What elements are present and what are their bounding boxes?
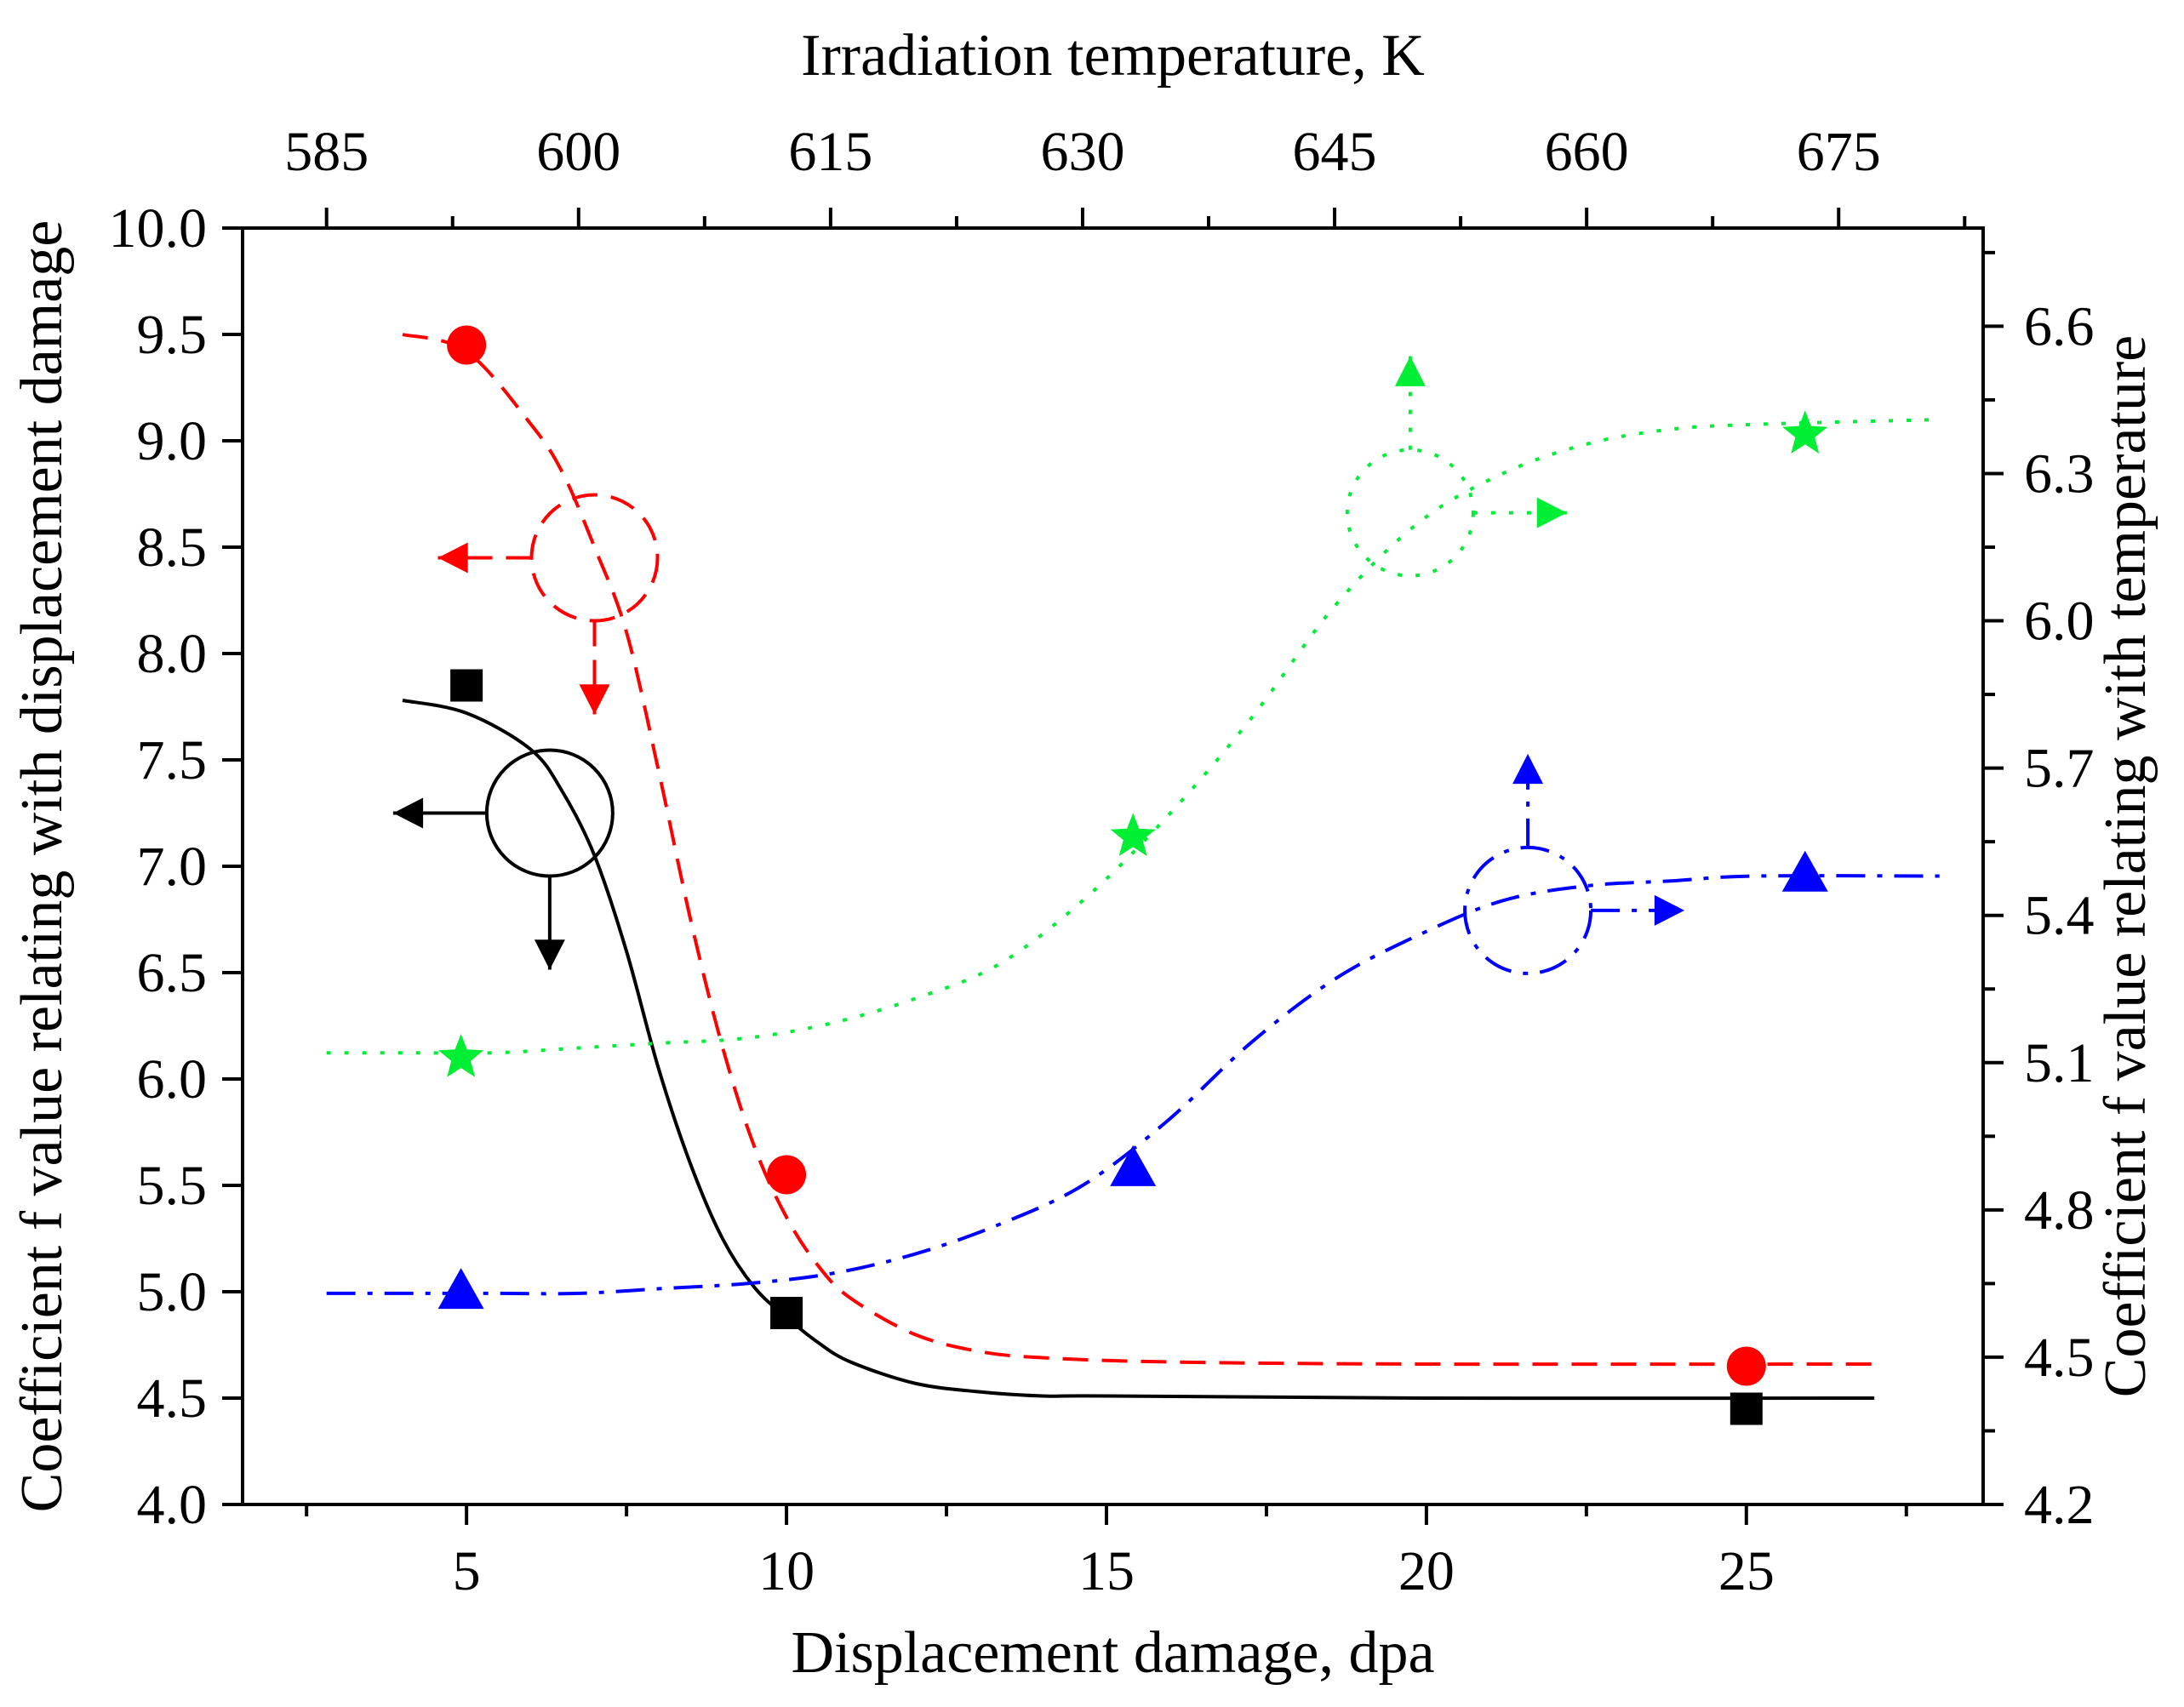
axis-layer: 5 10 15 20 25 585 600 615 630 645 660 675 4.0 4.5 5.0 5… [109, 121, 2095, 1602]
square-marker [770, 1297, 803, 1329]
plot-frame [241, 226, 1985, 1506]
bottom-axis-title: Displacement damage, dpa [791, 1620, 1434, 1686]
y-left-tick-label: 10.0 [109, 197, 208, 260]
y-left-tick-label: 5.5 [137, 1155, 208, 1217]
circle-marker [447, 325, 487, 365]
series-4-axis-indicator [1463, 845, 1593, 975]
x-bottom-tick-label: 25 [1718, 1540, 1775, 1602]
star-marker [1110, 813, 1156, 856]
x-top-tick-label: 615 [788, 121, 872, 183]
circle-marker [1726, 1346, 1766, 1386]
arrow-head [534, 939, 565, 970]
x-bottom-tick-label: 20 [1398, 1540, 1455, 1602]
series-3-fit-curve [326, 418, 1940, 1055]
y-left-tick-label: 6.5 [137, 942, 208, 1004]
label-layer: Irradiation temperature, K Displacement … [9, 23, 2158, 1686]
top-axis-title: Irradiation temperature, K [801, 23, 1425, 88]
arrow-head [579, 684, 610, 715]
y-left-tick-label: 6.0 [137, 1048, 208, 1110]
y-left-tick-label: 7.5 [137, 729, 208, 791]
star-marker [1782, 410, 1828, 454]
x-bottom-tick-label: 10 [758, 1540, 815, 1602]
star-marker [438, 1034, 484, 1077]
x-top-tick-label: 630 [1040, 121, 1124, 183]
series-2-axis-indicator [529, 493, 660, 623]
arrow-head [1394, 356, 1426, 386]
x-top-tick-label: 675 [1797, 121, 1881, 183]
series-4-fit-curve [326, 874, 1940, 1296]
square-marker [450, 669, 483, 702]
y-right-tick-label: 6.3 [2024, 442, 2095, 505]
y-left-tick-label: 9.0 [137, 410, 208, 472]
y-left-tick-label: 4.5 [137, 1367, 208, 1430]
y-right-tick-label: 6.6 [2024, 295, 2095, 357]
arrow-head [1536, 497, 1567, 528]
x-bottom-tick-label: 5 [453, 1540, 481, 1602]
y-right-tick-label: 4.8 [2024, 1179, 2095, 1242]
y-right-tick-label: 5.7 [2024, 738, 2095, 800]
triangle-marker [437, 1268, 484, 1310]
arrow-head [1512, 753, 1544, 785]
y-left-tick-label: 8.5 [137, 517, 208, 579]
series-2-fit-curve [402, 333, 1875, 1367]
x-top-tick-label: 660 [1545, 121, 1629, 183]
y-right-tick-label: 4.2 [2024, 1474, 2095, 1536]
y-left-tick-label: 8.0 [137, 623, 208, 685]
y-left-tick-label: 4.0 [137, 1474, 208, 1536]
y-right-tick-label: 5.4 [2024, 885, 2095, 947]
x-bottom-tick-label: 15 [1078, 1540, 1135, 1602]
x-top-tick-label: 645 [1293, 121, 1377, 183]
right-axis-title: Coefficient f value relating with temper… [2093, 335, 2158, 1397]
square-marker [1729, 1392, 1763, 1425]
triangle-marker [1781, 850, 1828, 892]
curve-layer [326, 333, 1940, 1401]
marker-layer [437, 325, 1828, 1425]
x-top-tick-label: 585 [284, 121, 369, 183]
y-left-tick-label: 9.5 [137, 304, 208, 366]
y-left-tick-label: 7.0 [137, 836, 208, 898]
arrow-head [1654, 894, 1685, 926]
series-3-axis-indicator [1345, 448, 1475, 578]
left-axis-title: Coefficient f value relating with displa… [9, 220, 75, 1513]
arrow-head [437, 542, 468, 574]
circle-marker [767, 1155, 807, 1195]
series-1-fit-curve [402, 699, 1875, 1401]
y-right-tick-label: 5.1 [2024, 1032, 2095, 1094]
arrow-head [392, 797, 424, 829]
x-top-tick-label: 600 [536, 121, 620, 183]
y-left-tick-label: 5.0 [137, 1261, 208, 1323]
y-right-tick-label: 6.0 [2024, 591, 2095, 653]
triangle-marker [1110, 1145, 1157, 1186]
indicator-layer [392, 356, 1685, 975]
y-right-tick-label: 4.5 [2024, 1327, 2095, 1389]
